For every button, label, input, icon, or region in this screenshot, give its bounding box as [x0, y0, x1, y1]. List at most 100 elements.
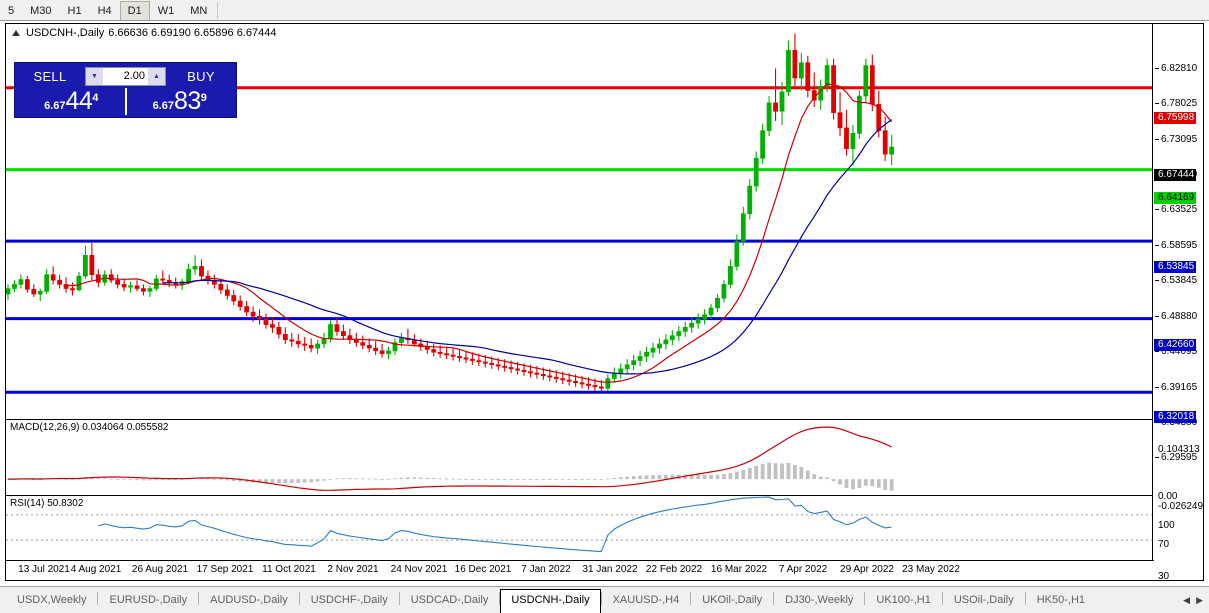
- macd-axis-top: 0.104313: [1158, 444, 1200, 455]
- time-axis-label: 31 Jan 2022: [582, 564, 638, 575]
- blue-level-2-label[interactable]: 6.42660: [1154, 339, 1197, 351]
- price-tick-label: 6.58595: [1161, 240, 1198, 251]
- chart-tab-dj30-weekly[interactable]: DJ30-,Weekly: [785, 594, 854, 606]
- price-tick-label: 6.78025: [1161, 98, 1198, 109]
- chart-symbol-header: USDCNH-,Daily 6.66636 6.69190 6.65896 6.…: [12, 26, 276, 39]
- timeframe-w1[interactable]: W1: [157, 4, 175, 17]
- resistance-level-label[interactable]: 6.75998: [1154, 112, 1197, 124]
- price-tick: 6.78025: [1155, 98, 1198, 109]
- toolbar-divider: [217, 2, 219, 19]
- time-axis-label: 24 Nov 2021: [390, 564, 448, 575]
- rsi-axis-30: 30: [1158, 571, 1170, 582]
- chevron-down-icon[interactable]: ▼: [86, 67, 103, 85]
- price-tick-label: 6.39165: [1161, 382, 1198, 393]
- tab-divider: [499, 592, 501, 605]
- buy-button[interactable]: 6.67 83 9: [127, 87, 234, 115]
- tick-mark: [1155, 245, 1159, 246]
- tick-mark: [1155, 387, 1159, 388]
- time-axis-label: 7 Apr 2022: [778, 564, 828, 575]
- volume-stepper[interactable]: ▼ 2.00 ▲: [85, 66, 166, 86]
- time-axis-label: 13 Jul 2021: [18, 564, 70, 575]
- timeframe-h4[interactable]: H4: [97, 4, 112, 17]
- volume-input[interactable]: 2.00: [123, 70, 145, 82]
- chart-tab-usdx-weekly[interactable]: USDX,Weekly: [17, 594, 87, 606]
- tab-divider: [600, 592, 602, 605]
- rsi-chart-svg: [6, 496, 1154, 553]
- price-tick-label: 6.73095: [1161, 134, 1198, 145]
- blue-level-1-label[interactable]: 6.53845: [1154, 261, 1197, 273]
- time-axis-label: 7 Jan 2022: [521, 564, 571, 575]
- tick-mark: [1155, 351, 1159, 352]
- tab-divider: [198, 592, 200, 605]
- one-click-trading-panel[interactable]: SELL ▼ 2.00 ▲ BUY 6.67 44 4 6.67 83 9: [14, 62, 237, 118]
- tick-mark: [1155, 316, 1159, 317]
- triangle-up-icon[interactable]: [12, 29, 20, 36]
- time-axis-label: 11 Oct 2021: [262, 564, 316, 575]
- arrow-left-icon[interactable]: ◀: [1183, 595, 1191, 605]
- price-tick: 6.53845: [1155, 275, 1198, 286]
- rsi-pane[interactable]: RSI(14) 50.8302: [6, 495, 1154, 559]
- current-price-label[interactable]: 6.67444: [1154, 169, 1197, 181]
- rsi-axis-100: 100: [1158, 520, 1175, 531]
- tab-divider: [298, 592, 300, 605]
- time-axis-label: 29 Apr 2022: [840, 564, 894, 575]
- blue-level-3-label[interactable]: 6.32018: [1154, 411, 1197, 423]
- macd-axis-zero: 0.00: [1158, 491, 1178, 502]
- timeframe-h1[interactable]: H1: [67, 4, 82, 17]
- price-tick-label: 6.48880: [1161, 311, 1198, 322]
- price-tick-label: 6.53845: [1161, 275, 1198, 286]
- chart-tab-ukoil-daily[interactable]: UKOil-,Daily: [702, 594, 763, 606]
- toolbar-bottom-border: [0, 20, 1209, 21]
- rsi-axis-70: 70: [1158, 539, 1170, 550]
- macd-chart-svg: [6, 426, 894, 491]
- chart-tab-eurusd-daily[interactable]: EURUSD-,Daily: [109, 594, 188, 606]
- price-axis[interactable]: 6.828106.780256.730956.683106.635256.585…: [1152, 24, 1204, 599]
- price-tick-label: 6.29595: [1161, 452, 1198, 463]
- chart-tab-hk50-h1[interactable]: HK50-,H1: [1036, 594, 1086, 606]
- time-axis: 13 Jul 2021 4 Aug 2021 26 Aug 2021 17 Sep 2…: [6, 560, 1154, 580]
- macd-pane[interactable]: MACD(12,26,9) 0.034064 0.055582: [6, 419, 1154, 494]
- tab-divider: [1024, 592, 1026, 605]
- chart-tab-usdcnh-daily[interactable]: USDCNH-,Daily: [500, 589, 601, 613]
- price-tick-label: 6.44095: [1161, 346, 1198, 357]
- chart-tab-usdcad-daily[interactable]: USDCAD-,Daily: [410, 594, 489, 606]
- timeframe-d1[interactable]: D1: [119, 0, 150, 21]
- tab-divider: [398, 592, 400, 605]
- chart-tab-usdchf-daily[interactable]: USDCHF-,Daily: [310, 594, 388, 606]
- time-axis-label: 16 Dec 2021: [454, 564, 512, 575]
- timeframe-m30[interactable]: M30: [30, 4, 52, 17]
- time-axis-label: 17 Sep 2021: [196, 564, 254, 575]
- tick-mark: [1155, 68, 1159, 69]
- price-tick: 6.63525: [1155, 205, 1197, 215]
- price-tick: 6.48880: [1155, 311, 1198, 322]
- tick-mark: [1155, 280, 1159, 281]
- support-level-label[interactable]: 6.64169: [1154, 192, 1197, 204]
- price-tick: 6.29595: [1155, 452, 1198, 463]
- macd-label: MACD(12,26,9) 0.034064 0.055582: [10, 422, 169, 433]
- chart-tab-audusd-daily[interactable]: AUDUSD-,Daily: [210, 594, 288, 606]
- chevron-up-icon[interactable]: ▲: [148, 67, 165, 85]
- chart-window[interactable]: USDCNH-,Daily 6.66636 6.69190 6.65896 6.…: [5, 23, 1204, 599]
- sell-price-prefix: 6.67: [44, 100, 66, 112]
- buy-price-main: 83: [173, 87, 201, 115]
- timeframe-5[interactable]: 5: [8, 4, 15, 17]
- tab-divider: [941, 592, 943, 605]
- timeframe-toolbar: 5 M30 H1 H4 D1 W1 MN: [0, 0, 1209, 21]
- chart-tab-usoil-daily[interactable]: USOil-,Daily: [953, 594, 1014, 606]
- tick-mark: [1155, 457, 1159, 458]
- sell-button[interactable]: 6.67 44 4: [18, 87, 126, 115]
- buy-label: BUY: [187, 68, 215, 84]
- chart-tab-uk100-h1[interactable]: UK100-,H1: [876, 594, 931, 606]
- tab-divider: [773, 592, 775, 605]
- arrow-right-icon[interactable]: ▶: [1196, 595, 1203, 605]
- timeframe-mn[interactable]: MN: [190, 4, 208, 17]
- price-tick: 6.58595: [1155, 240, 1198, 251]
- chart-tab-bar[interactable]: USDX,Weekly EURUSD-,Daily AUDUSD-,Daily USD…: [0, 586, 1209, 613]
- chart-tab-xauusd-h4[interactable]: XAUUSD-,H4: [612, 594, 680, 606]
- tab-divider: [97, 592, 99, 605]
- macd-axis-bottom: -0.026249: [1158, 501, 1204, 512]
- price-chart-svg: [6, 33, 1154, 394]
- time-axis-label: 22 Feb 2022: [645, 564, 703, 575]
- tab-scroll-controls[interactable]: ◀ ▶: [1183, 595, 1209, 613]
- buy-price-prefix: 6.67: [152, 100, 174, 112]
